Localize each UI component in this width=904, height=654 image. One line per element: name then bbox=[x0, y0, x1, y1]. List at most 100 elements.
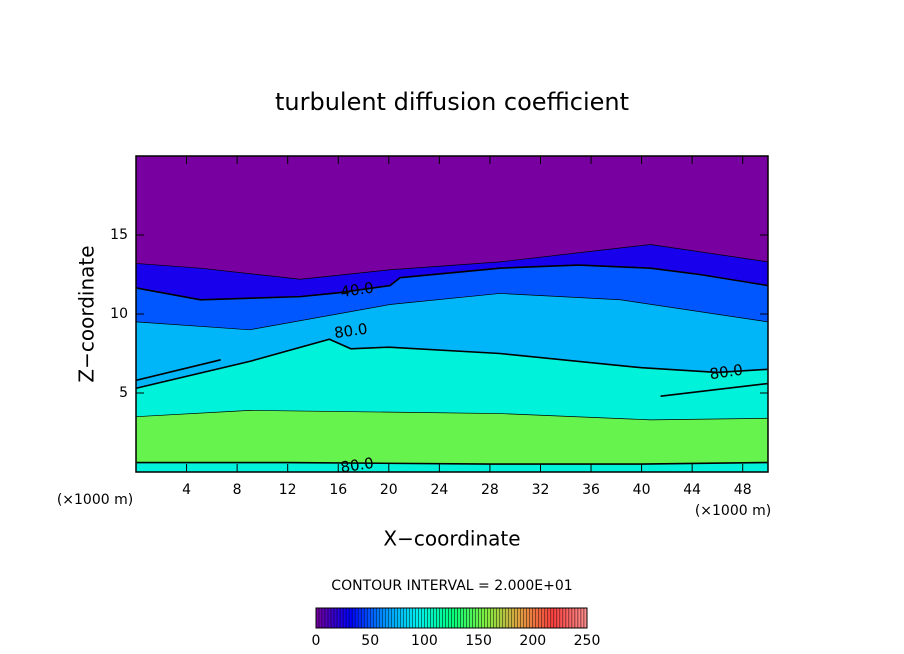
colorbar-cell bbox=[379, 607, 383, 629]
colorbar-cell bbox=[460, 607, 464, 629]
colorbar-tick-label: 50 bbox=[361, 633, 379, 649]
colorbar-cell bbox=[553, 607, 558, 629]
chart-title: turbulent diffusion coefficient bbox=[275, 88, 629, 116]
x-tick-label: 8 bbox=[233, 482, 242, 498]
colorbar-frame bbox=[315, 607, 588, 629]
colorbar-cell bbox=[403, 607, 407, 629]
colorbar-cell bbox=[547, 607, 552, 629]
x-tick-label: 40 bbox=[633, 482, 651, 498]
contour-label: 80.0 bbox=[708, 361, 744, 383]
y-tick-label: 15 bbox=[110, 227, 128, 243]
colorbar-cell bbox=[538, 607, 543, 629]
colorbar-cell bbox=[342, 607, 347, 629]
colorbar-cell bbox=[535, 607, 540, 629]
y-axis-label: Z−coordinate bbox=[75, 245, 99, 382]
contour-label: 80.0 bbox=[333, 320, 369, 342]
colorbar-cell bbox=[394, 607, 398, 629]
x-unit-label: (×1000 m) bbox=[695, 503, 771, 519]
colorbar-cell bbox=[556, 607, 561, 629]
contour-line bbox=[136, 293, 768, 331]
colorbar-cell bbox=[376, 607, 380, 629]
contour-line bbox=[660, 382, 768, 397]
colorbar-cell bbox=[427, 607, 431, 629]
colorbar-cell bbox=[321, 607, 326, 629]
colorbar-cell bbox=[415, 607, 419, 629]
colorbar-cell bbox=[457, 607, 461, 629]
colorbar-cell bbox=[388, 607, 392, 629]
colorbar-cell bbox=[532, 607, 537, 629]
x-axis-label: X−coordinate bbox=[383, 527, 520, 551]
colorbar-cell bbox=[469, 607, 473, 629]
colorbar-cell bbox=[418, 607, 422, 629]
colorbar-cell bbox=[559, 607, 564, 629]
colorbar-cell bbox=[370, 607, 374, 629]
colorbar-tick-label: 150 bbox=[465, 633, 492, 649]
colorbar-cell bbox=[442, 607, 446, 629]
colorbar-cell bbox=[385, 607, 389, 629]
colorbar-cell bbox=[424, 607, 428, 629]
contour-line bbox=[136, 359, 221, 382]
colorbar-cell bbox=[409, 607, 413, 629]
x-tick-label: 36 bbox=[582, 482, 600, 498]
colorbar-cell bbox=[400, 607, 404, 629]
colorbar-cell bbox=[330, 607, 335, 629]
contour-line bbox=[136, 338, 768, 390]
colorbar-cell bbox=[484, 607, 488, 629]
colorbar-cell bbox=[502, 607, 506, 629]
colorbar-cell bbox=[577, 607, 582, 629]
colorbar-cell bbox=[373, 607, 377, 629]
colorbar-cell bbox=[550, 607, 555, 629]
colorbar-cell bbox=[571, 607, 576, 629]
colorbar-cell bbox=[327, 607, 332, 629]
colorbar-cell bbox=[508, 607, 512, 629]
colorbar-cell bbox=[333, 607, 338, 629]
x-tick-label: 12 bbox=[279, 482, 297, 498]
colorbar-cell bbox=[351, 607, 356, 629]
colorbar-cell bbox=[339, 607, 344, 629]
colorbar-cell bbox=[490, 607, 494, 629]
colorbar-cell bbox=[478, 607, 482, 629]
colorbar-cell bbox=[421, 607, 425, 629]
colorbar-tick-label: 200 bbox=[519, 633, 546, 649]
colorbar-cell bbox=[475, 607, 479, 629]
x-tick-label: 16 bbox=[329, 482, 347, 498]
colorbar-cell bbox=[412, 607, 416, 629]
colorbar-cell bbox=[568, 607, 573, 629]
x-tick-label: 28 bbox=[481, 482, 499, 498]
x-tick-label: 4 bbox=[182, 482, 191, 498]
colorbar-cell bbox=[466, 607, 470, 629]
plot-area: 40.0 80.0 80.0 80.0 bbox=[136, 156, 768, 472]
colorbar-cell bbox=[324, 607, 329, 629]
colorbar-cell bbox=[499, 607, 503, 629]
colorbar-tick-label: 250 bbox=[574, 633, 601, 649]
colorbar-cell bbox=[523, 607, 527, 629]
colorbar-cell bbox=[354, 607, 359, 629]
colorbar-cell bbox=[511, 607, 515, 629]
colorbar-cell bbox=[463, 607, 467, 629]
colorbar-cell bbox=[574, 607, 579, 629]
colorbar-cell bbox=[481, 607, 485, 629]
colorbar-cell bbox=[366, 607, 371, 629]
y-tick-label: 5 bbox=[119, 385, 128, 401]
x-tick-label: 32 bbox=[532, 482, 550, 498]
colorbar-cell bbox=[391, 607, 395, 629]
colorbar-cell bbox=[336, 607, 341, 629]
colorbar-cell bbox=[430, 607, 434, 629]
colorbar-cell bbox=[526, 607, 530, 629]
x-tick-label: 24 bbox=[430, 482, 448, 498]
colorbar-cell bbox=[451, 607, 455, 629]
colorbar-tick-label: 100 bbox=[411, 633, 438, 649]
contour-line bbox=[136, 410, 768, 421]
colorbar-cell bbox=[493, 607, 497, 629]
colorbar-cell bbox=[363, 607, 368, 629]
colorbar-cell bbox=[472, 607, 476, 629]
x-tick-label: 48 bbox=[734, 482, 752, 498]
colorbar-cell bbox=[544, 607, 549, 629]
x-unit-label: (×1000 m) bbox=[57, 492, 133, 508]
colorbar-tick-label: 0 bbox=[312, 633, 321, 649]
contour-interval: CONTOUR INTERVAL = 2.000E+01 bbox=[331, 578, 572, 594]
colorbar-cell bbox=[318, 607, 323, 629]
colorbar-cell bbox=[345, 607, 350, 629]
contour-label: 40.0 bbox=[339, 279, 375, 301]
